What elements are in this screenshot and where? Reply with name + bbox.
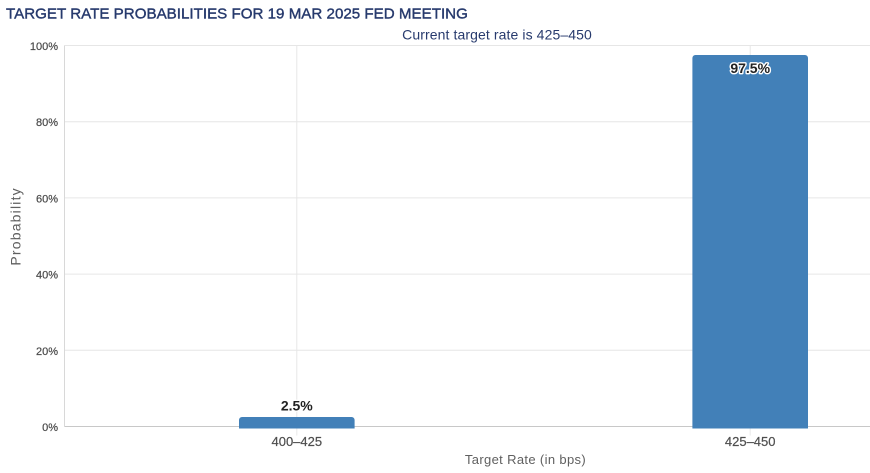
svg-text:TARGET RATE PROBABILITIES FOR: TARGET RATE PROBABILITIES FOR 19 MAR 202…	[6, 5, 468, 22]
svg-text:Probability: Probability	[8, 187, 24, 266]
svg-text:40%: 40%	[36, 270, 58, 282]
svg-text:97.5%: 97.5%	[730, 60, 770, 76]
svg-text:20%: 20%	[36, 346, 58, 358]
svg-text:60%: 60%	[36, 193, 58, 205]
svg-text:100%: 100%	[30, 41, 58, 53]
svg-text:2.5%: 2.5%	[281, 398, 313, 414]
svg-text:0%: 0%	[42, 422, 58, 434]
svg-text:425–450: 425–450	[725, 434, 776, 449]
svg-text:Target Rate (in bps): Target Rate (in bps)	[465, 452, 586, 467]
svg-text:80%: 80%	[36, 117, 58, 129]
svg-text:Current target rate is 425–450: Current target rate is 425–450	[402, 27, 592, 43]
svg-text:400–425: 400–425	[271, 434, 322, 449]
